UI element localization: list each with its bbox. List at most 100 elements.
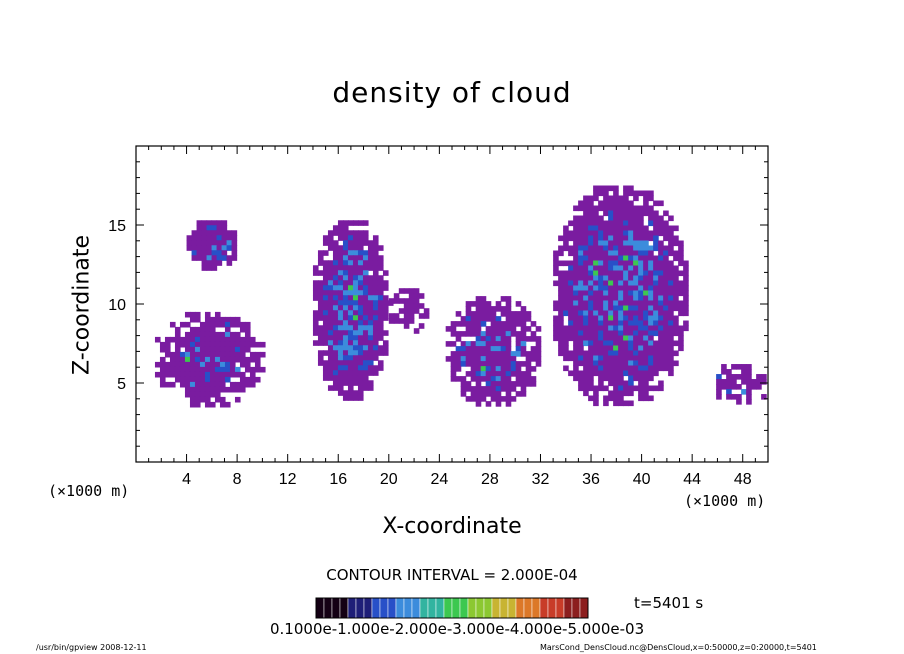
contour-cell (648, 320, 654, 327)
contour-cell (327, 355, 334, 361)
contour-cell (668, 340, 674, 347)
contour-cell (179, 351, 186, 358)
contour-cell (568, 355, 574, 362)
contour-cell (211, 225, 218, 231)
contour-cell (608, 215, 614, 222)
contour-cell (618, 255, 624, 262)
contour-cell (761, 374, 767, 380)
contour-cell (490, 336, 497, 342)
contour-cell (204, 376, 211, 383)
contour-cell (613, 325, 619, 332)
contour-cell (450, 366, 457, 372)
contour-cell (327, 270, 334, 276)
contour-cell (189, 316, 196, 323)
contour-cell (377, 320, 384, 326)
contour-cell (194, 376, 201, 383)
contour-cell (653, 285, 659, 292)
contour-cell (342, 340, 349, 346)
contour-cell (495, 301, 502, 307)
contour-cell (535, 326, 542, 332)
cloud-region-3 (388, 288, 430, 334)
contour-cell (189, 376, 196, 383)
contour-cell (568, 260, 574, 267)
contour-cell (475, 311, 482, 317)
contour-cell (505, 341, 512, 347)
contour-cell (219, 361, 226, 368)
contour-cell (618, 305, 624, 312)
contour-cell (653, 245, 659, 252)
contour-cell (583, 210, 589, 217)
contour-cell (357, 265, 364, 271)
contour-cell (505, 306, 512, 312)
contour-cell (194, 331, 201, 338)
contour-cell (598, 300, 604, 307)
contour-cell (194, 341, 201, 348)
contour-cell (573, 325, 579, 332)
contour-cell (633, 245, 639, 252)
contour-cell (347, 320, 354, 326)
contour-cell (603, 205, 609, 212)
contour-cell (643, 190, 649, 197)
contour-cell (480, 346, 487, 352)
contour-cell (337, 345, 344, 351)
contour-cell (495, 381, 502, 387)
contour-cell (342, 370, 349, 376)
contour-cell (418, 293, 425, 299)
contour-cell (327, 295, 334, 301)
contour-cell (678, 305, 684, 312)
contour-cell (598, 190, 604, 197)
contour-cell (332, 295, 339, 301)
contour-cell (668, 300, 674, 307)
contour-cell (332, 375, 339, 381)
contour-cell (658, 380, 664, 387)
contour-cell (249, 381, 256, 388)
contour-cell (372, 355, 379, 361)
contour-cell (495, 336, 502, 342)
contour-cell (653, 220, 659, 227)
contour-cell (673, 280, 679, 287)
contour-cell (588, 265, 594, 272)
contour-cell (613, 320, 619, 327)
contour-cell (658, 220, 664, 227)
contour-cell (322, 350, 329, 356)
contour-cell (450, 371, 457, 377)
contour-cell (231, 240, 238, 246)
contour-cell (317, 270, 324, 276)
contour-cell (408, 318, 415, 324)
contour-cell (475, 296, 482, 302)
contour-cell (593, 225, 599, 232)
contour-cell (598, 285, 604, 292)
contour-cell (578, 200, 584, 207)
contour-cell (169, 356, 176, 363)
contour-cell (362, 360, 369, 366)
contour-cell (337, 350, 344, 356)
contour-cell (490, 361, 497, 367)
contour-cell (638, 370, 644, 377)
contour-cell (603, 320, 609, 327)
contour-cell (663, 305, 669, 312)
contour-cell (520, 336, 527, 342)
contour-cell (568, 275, 574, 282)
contour-cell (628, 250, 634, 257)
contour-cell (465, 381, 472, 387)
contour-cell (510, 381, 517, 387)
contour-cell (480, 396, 487, 402)
contour-cell (638, 320, 644, 327)
contour-cell (658, 255, 664, 262)
contour-cell (327, 290, 334, 296)
contour-cell (347, 285, 354, 291)
contour-cell (337, 305, 344, 311)
contour-cell (382, 285, 389, 291)
contour-cell (663, 210, 669, 217)
contour-cell (633, 330, 639, 337)
contour-cell (455, 356, 462, 362)
contour-cell (623, 215, 629, 222)
contour-cell (352, 360, 359, 366)
contour-cell (603, 330, 609, 337)
contour-cell (219, 346, 226, 353)
contour-cell (593, 195, 599, 202)
contour-cell (460, 381, 467, 387)
contour-cell (204, 336, 211, 343)
contour-cell (221, 255, 228, 261)
contour-cell (583, 275, 589, 282)
